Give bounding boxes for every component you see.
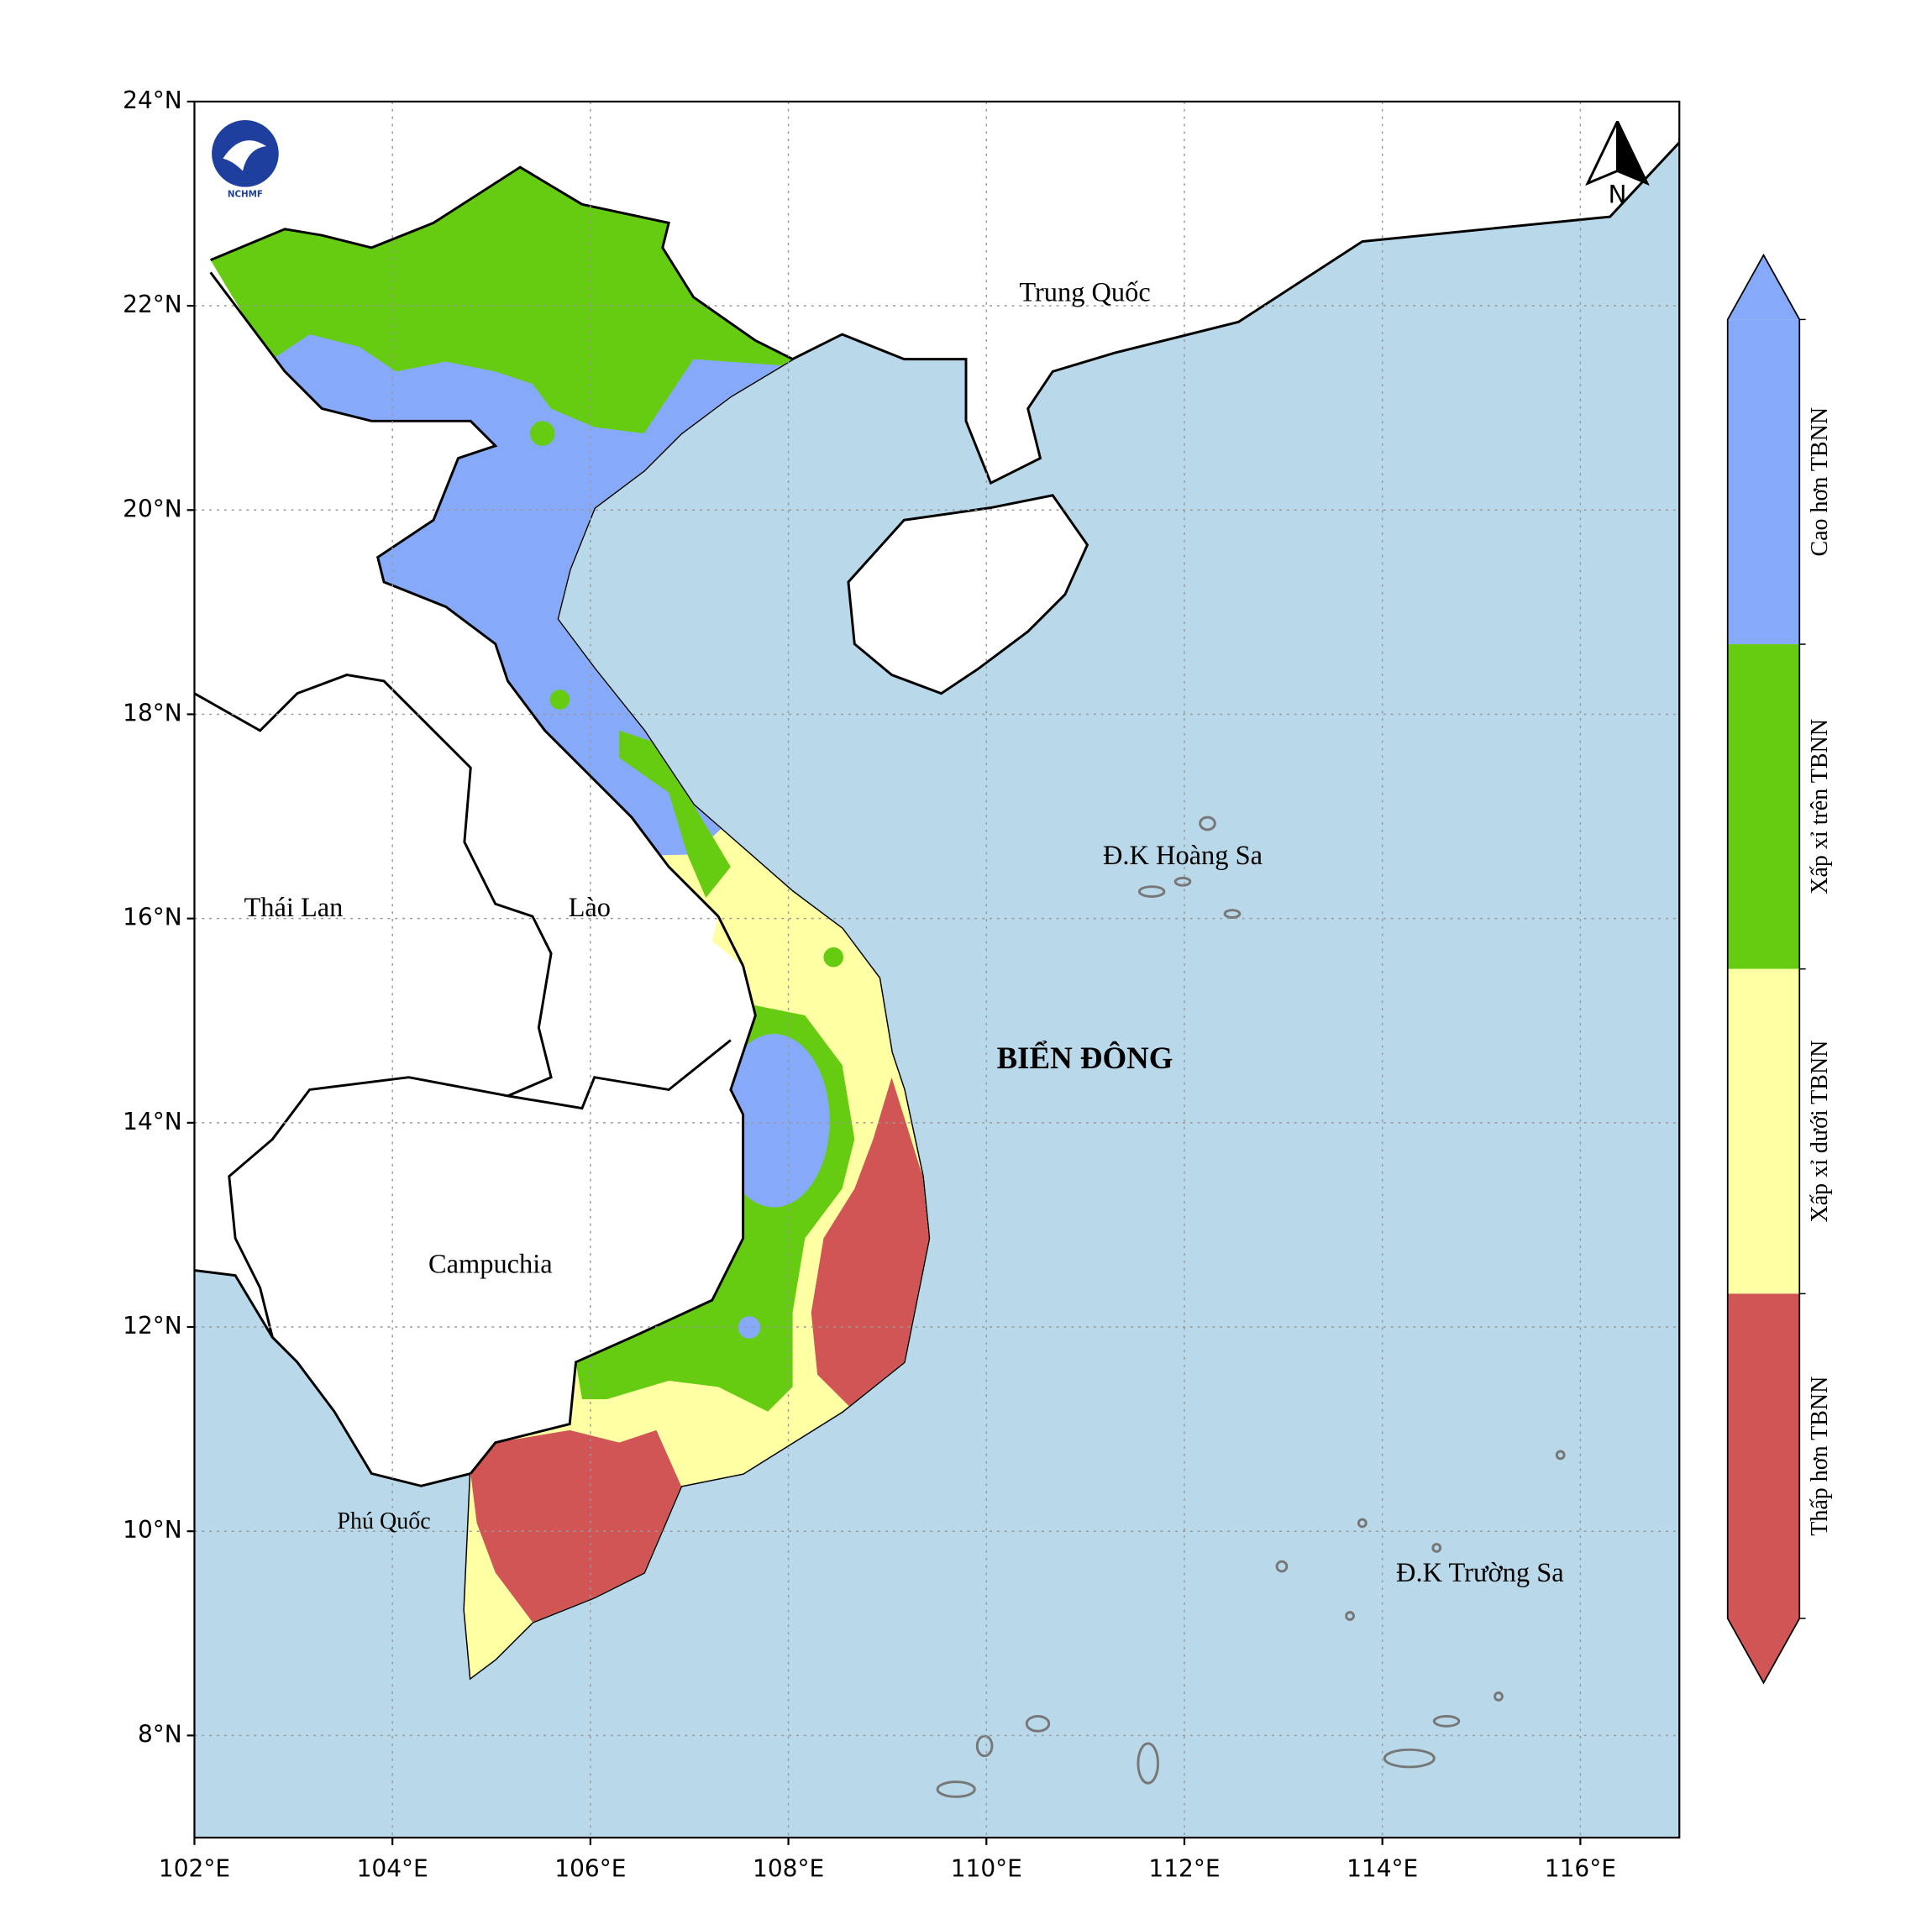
zone-blue bbox=[718, 1034, 830, 1208]
grid bbox=[194, 101, 1680, 1838]
lat-tick-label: 14°N bbox=[123, 1108, 182, 1135]
place-label: Trung Quốc bbox=[1019, 277, 1150, 307]
legend-label: Thấp hơn TBNN bbox=[1807, 1377, 1833, 1536]
legend-outline bbox=[1726, 253, 1801, 1685]
lat-tick-label: 8°N bbox=[138, 1720, 182, 1748]
lon-tick-label: 110°E bbox=[951, 1854, 1022, 1882]
legend-label: Xấp xỉ trên TBNN bbox=[1807, 719, 1833, 894]
map-area bbox=[194, 101, 1680, 1838]
axis-ticks: 8°N 10°N 12°N 14°N 16°N 18°N 20°N 22°N 24°N 102°E… bbox=[123, 87, 1616, 1882]
lat-tick-label: 24°N bbox=[123, 87, 182, 114]
legend: Cao hơn TBNN Xấp xỉ trên TBNN Xấp xỉ dưới … bbox=[1726, 253, 1833, 1685]
arrow-right bbox=[1616, 120, 1650, 186]
zone-green bbox=[823, 947, 844, 968]
zone-red bbox=[470, 1429, 681, 1623]
lat-tick-label: 16°N bbox=[123, 904, 182, 931]
lat-tick-label: 12°N bbox=[123, 1312, 182, 1340]
lat-tick-label: 20°N bbox=[123, 495, 182, 522]
sea-label: BIỂN ĐÔNG bbox=[997, 1041, 1173, 1075]
lon-tick-label: 102°E bbox=[159, 1854, 230, 1882]
lat-tick-label: 22°N bbox=[123, 291, 182, 318]
logo: NCHMF bbox=[212, 120, 279, 200]
place-label: Campuchia bbox=[428, 1250, 553, 1280]
zone-green bbox=[575, 1293, 769, 1412]
zone-blue bbox=[738, 1316, 761, 1339]
lon-tick-label: 108°E bbox=[753, 1854, 824, 1882]
legend-label: Xấp xỉ dưới TBNN bbox=[1807, 1041, 1833, 1223]
legend-label: Cao hơn TBNN bbox=[1807, 407, 1833, 557]
lon-tick-label: 106°E bbox=[554, 1854, 626, 1882]
lon-tick-label: 114°E bbox=[1347, 1854, 1418, 1882]
legend-extend bbox=[1727, 1618, 1800, 1683]
legend-swatch bbox=[1727, 319, 1800, 645]
place-label: Lào bbox=[569, 893, 611, 923]
place-label: Đ.K Hoàng Sa bbox=[1103, 841, 1263, 871]
legend-swatch bbox=[1727, 644, 1800, 969]
lon-tick-label: 104°E bbox=[357, 1854, 428, 1882]
zone-red bbox=[811, 1077, 929, 1412]
islands bbox=[936, 816, 1566, 1798]
vietnam-border bbox=[209, 165, 794, 1475]
lon-tick-label: 112°E bbox=[1148, 1854, 1220, 1882]
legend-extend bbox=[1727, 254, 1800, 320]
country-borders bbox=[194, 674, 744, 1338]
zone-green bbox=[619, 730, 731, 898]
north-label: N bbox=[1608, 180, 1626, 208]
lat-tick-label: 10°N bbox=[123, 1516, 182, 1544]
zone-green bbox=[549, 690, 570, 710]
legend-swatch bbox=[1727, 1293, 1800, 1619]
place-label: Thái Lan bbox=[244, 893, 343, 923]
logo-text: NCHMF bbox=[228, 190, 263, 200]
legend-swatch bbox=[1727, 968, 1800, 1294]
north-arrow: N bbox=[1585, 120, 1650, 208]
zone-green bbox=[530, 421, 555, 446]
logo-wave bbox=[223, 140, 266, 171]
hainan bbox=[847, 494, 1089, 695]
lat-tick-label: 18°N bbox=[123, 699, 182, 726]
place-label: Đ.K Trường Sa bbox=[1396, 1558, 1564, 1588]
lon-tick-label: 116°E bbox=[1545, 1854, 1616, 1882]
frame bbox=[193, 100, 1681, 1839]
place-label: Phú Quốc bbox=[337, 1508, 430, 1534]
